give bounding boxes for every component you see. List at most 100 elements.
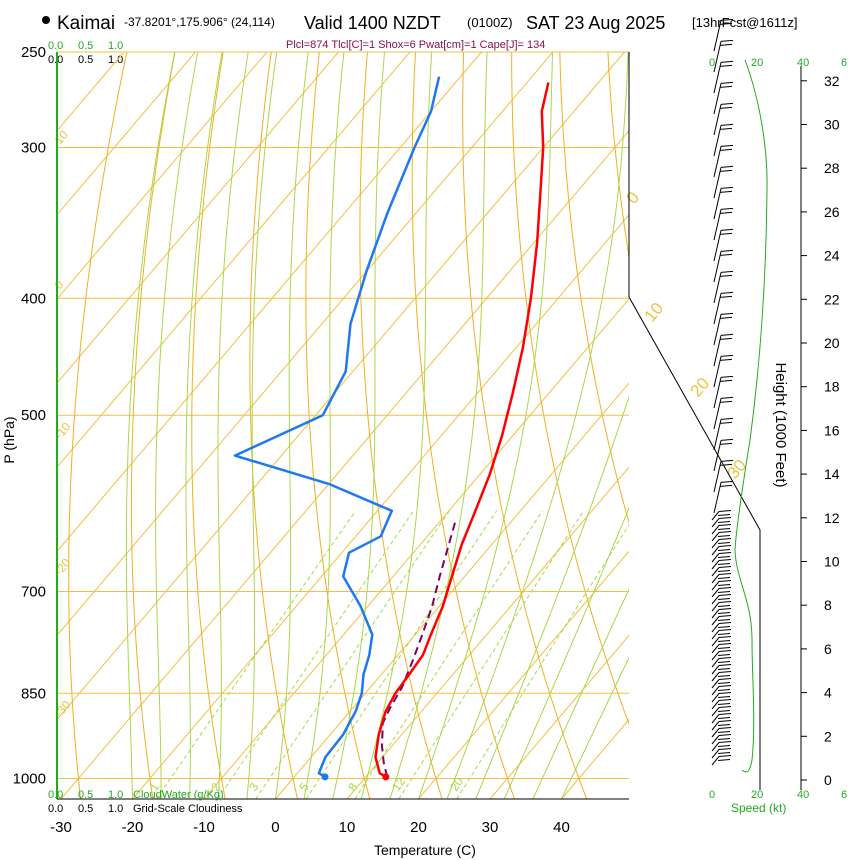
wind-barb <box>711 644 720 654</box>
wind-barb-flag <box>717 605 731 607</box>
pressure-tick-label: 1000 <box>13 770 46 787</box>
wind-barb-flag <box>718 643 732 645</box>
dry-adiabat-line <box>191 52 226 799</box>
dry-adiabat-line <box>305 52 371 799</box>
height-tick-label: 30 <box>824 117 840 133</box>
speed-tick: 20 <box>751 57 763 69</box>
x-tick-label: 10 <box>339 819 356 836</box>
wind-barb-flag <box>720 60 734 63</box>
wind-barb-flag <box>718 531 732 533</box>
wind-barb-flag <box>719 379 733 382</box>
y-axis-label: P (hPa) <box>1 416 17 463</box>
top-cloudiness-tick: 0.0 <box>48 54 63 66</box>
wind-barb-flag <box>719 421 733 424</box>
wind-barb-flag <box>719 337 733 340</box>
moist-adiabat-line <box>389 52 488 799</box>
wind-barb-flag <box>717 738 731 740</box>
wind-barb-flag <box>718 524 732 526</box>
wind-barb-flag <box>717 752 731 754</box>
wind-barb <box>711 616 720 626</box>
wind-barb-flag <box>720 396 734 399</box>
wind-barb-flag <box>718 601 732 603</box>
wind-barb <box>711 539 720 549</box>
wind-barb-flag <box>718 566 732 568</box>
height-tick-label: 24 <box>824 248 840 264</box>
wind-barb-flag <box>717 745 731 747</box>
wind-barb-flag <box>717 521 731 523</box>
wind-panel: 0 20 40 6 0 20 40 6 Speed (kt) 024681012… <box>709 18 847 815</box>
wind-barb-flag <box>718 650 732 652</box>
wind-barb-flag <box>718 671 732 673</box>
wind-barb-flag <box>717 759 731 761</box>
x-tick-labels: -30 -20 -10 0 10 20 30 40 <box>50 819 570 836</box>
moist-adiabat-line <box>446 52 629 799</box>
speed-label: Speed (kt) <box>731 801 786 815</box>
mixing-ratio-label: 3 <box>246 780 261 794</box>
x-tick-label: 0 <box>271 819 279 836</box>
top-cloud-tick: 0.5 <box>78 40 93 52</box>
wind-barb <box>713 272 722 304</box>
isotherm-line <box>203 298 629 799</box>
pressure-tick-label: 250 <box>21 44 46 61</box>
cloudiness-label: Grid-Scale Cloudiness <box>133 803 243 815</box>
wind-barb-flag <box>717 633 731 635</box>
forecast-run: [13hrFcst@1611z] <box>692 15 797 30</box>
wind-barb <box>713 461 722 493</box>
height-tick-label: 18 <box>824 379 840 395</box>
top-cloudiness-tick: 0.5 <box>78 54 93 66</box>
wind-barb-flag <box>717 689 731 691</box>
pressure-tick-label: 300 <box>21 140 46 157</box>
wind-barb-flag <box>717 591 731 593</box>
moist-adiabat-line <box>561 656 629 799</box>
cloudiness-tick: 1.0 <box>108 803 123 815</box>
dry-adiabat-line <box>68 52 128 799</box>
wind-barb-flag <box>718 622 732 624</box>
isotherm-line <box>57 52 554 637</box>
wind-barb-flag <box>718 664 732 666</box>
wind-barb <box>713 398 722 430</box>
wind-barb <box>711 567 720 577</box>
mixing-ratio-line <box>354 510 543 799</box>
height-tick-label: 32 <box>824 73 840 89</box>
wind-barb-flag <box>718 699 732 701</box>
x-tick-label: -30 <box>50 819 72 836</box>
wind-barb-flag <box>719 127 733 130</box>
zulu-time: (0100Z) <box>467 15 513 30</box>
wind-barb-flag <box>717 668 731 670</box>
moist-adiabat-line <box>185 52 223 799</box>
moist-adiabat-line <box>125 52 176 799</box>
wind-barb-flag <box>720 312 734 315</box>
wind-barb <box>713 419 722 451</box>
mixing-ratio-line <box>305 510 498 799</box>
wind-barb-flag <box>720 228 734 231</box>
wind-barb-flag <box>720 144 734 147</box>
mixing-ratio-lines <box>155 510 629 799</box>
wind-barb <box>711 574 720 584</box>
wind-barb-flag <box>718 636 732 638</box>
wind-barb-flag <box>717 612 731 614</box>
isotherm-line <box>57 52 625 721</box>
isotherm-line <box>57 52 482 553</box>
height-tick-label: 20 <box>824 335 840 351</box>
isotherm-line <box>346 466 629 799</box>
wind-barb <box>711 714 720 724</box>
wind-barb-flag <box>717 514 731 516</box>
dry-adiabat-line <box>511 52 629 726</box>
dry-adiabat-line <box>249 52 298 799</box>
wind-barb <box>711 546 720 556</box>
cloudiness-tick: 0.5 <box>78 803 93 815</box>
wind-barb-flag <box>717 542 731 544</box>
wind-barb-flag <box>720 354 734 357</box>
dry-adiabat-line <box>559 52 629 525</box>
wind-barb-flag <box>719 484 733 487</box>
speed-tick-bottom: 6 <box>841 789 847 801</box>
x-axis-label: Temperature (C) <box>374 842 476 858</box>
dry-adiabat-line <box>462 52 588 799</box>
wind-barb <box>711 658 720 668</box>
wind-barb-flag <box>718 692 732 694</box>
pressure-tick-labels: 250 300 400 500 700 850 1000 <box>13 44 46 787</box>
wind-barb <box>711 525 720 535</box>
isotherm-label: 30 <box>724 456 751 483</box>
cloud-tick: 0.5 <box>78 789 93 801</box>
